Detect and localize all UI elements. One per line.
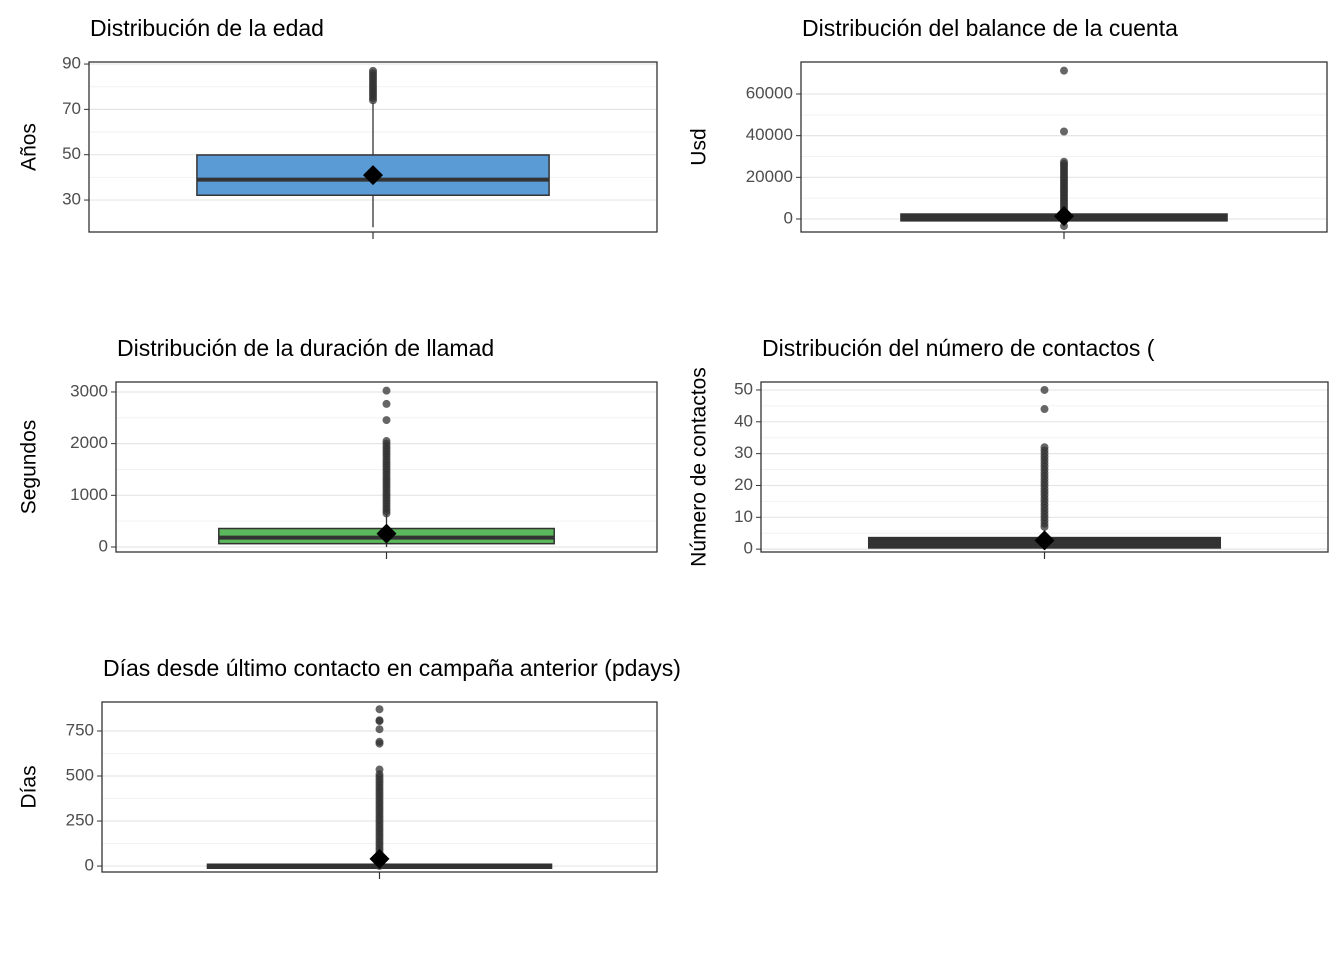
y-tick-label: 30 [734, 443, 753, 462]
outlier [1060, 127, 1068, 136]
outlier [382, 437, 391, 446]
mean-marker [376, 523, 397, 544]
outlier [375, 716, 384, 725]
plot-border [88, 61, 658, 233]
mean-marker [1034, 530, 1055, 551]
outlier [375, 765, 384, 774]
chart-title: Distribución de la edad [90, 15, 324, 41]
outlier [375, 705, 384, 714]
y-tick-label: 750 [66, 720, 94, 739]
y-tick-label: 20 [734, 475, 753, 494]
plot-border [115, 381, 658, 553]
outlier [369, 66, 377, 75]
chart-title: Distribución del balance de la cuenta [802, 15, 1178, 41]
outlier [375, 737, 384, 746]
y-tick-label: 1000 [70, 485, 108, 504]
chart-title: Distribución del número de contactos ( [762, 335, 1155, 361]
y-axis-label: Años [18, 123, 41, 171]
chart-title: Días desde último contacto en campaña an… [103, 655, 681, 681]
plot-border [101, 701, 658, 873]
y-axis-label: Usd [688, 128, 711, 165]
mean-marker [1054, 206, 1074, 227]
y-tick-label: 0 [85, 856, 94, 875]
outlier [1040, 385, 1049, 394]
y-axis-label: Segundos [18, 420, 41, 515]
y-tick-label: 10 [734, 507, 753, 526]
y-tick-label: 70 [62, 99, 81, 118]
mean-marker [363, 165, 383, 186]
y-tick-label: 2000 [70, 433, 108, 452]
y-tick-label: 250 [66, 811, 94, 830]
y-tick-label: 40 [734, 411, 753, 430]
mean-marker [369, 848, 390, 869]
y-tick-label: 0 [744, 539, 753, 558]
outlier [1060, 66, 1068, 75]
y-tick-label: 90 [62, 54, 81, 73]
y-tick-label: 40000 [746, 125, 793, 144]
chart-title: Distribución de la duración de llamad [117, 335, 494, 361]
outlier [1040, 443, 1049, 452]
plot-border [760, 381, 1329, 553]
plot-border [800, 61, 1328, 233]
outlier [382, 399, 391, 408]
outlier [1040, 405, 1049, 414]
y-tick-label: 500 [66, 765, 94, 784]
outlier [1060, 157, 1068, 166]
outlier [382, 386, 391, 395]
y-axis-label: Número de contactos [688, 367, 711, 567]
y-tick-label: 30 [62, 190, 81, 209]
y-tick-label: 0 [784, 208, 793, 227]
outlier [375, 725, 384, 734]
y-axis-label: Días [18, 765, 41, 808]
y-tick-label: 50 [734, 379, 753, 398]
y-tick-label: 60000 [746, 83, 793, 102]
y-tick-label: 20000 [746, 167, 793, 186]
outlier [382, 416, 391, 425]
y-tick-label: 0 [99, 536, 108, 555]
y-tick-label: 50 [62, 144, 81, 163]
y-tick-label: 3000 [70, 381, 108, 400]
